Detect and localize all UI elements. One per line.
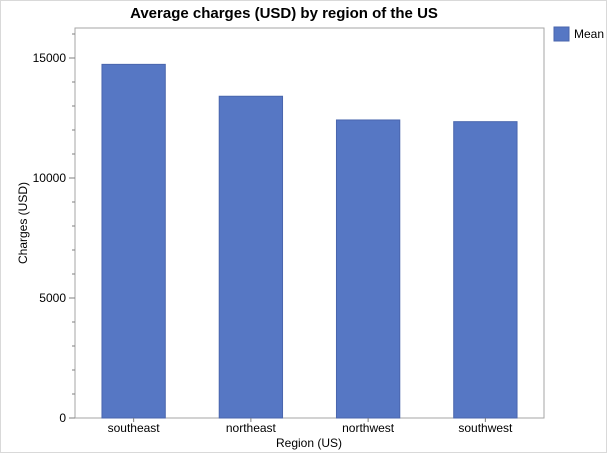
bar-northwest [335,119,401,419]
bar-northeast [218,95,284,419]
bar-southwest [453,121,518,419]
legend-label-mean: Mean [574,27,604,41]
x-tick-label: northwest [342,421,395,435]
bars-group [101,63,518,419]
y-tick-label: 5000 [39,291,66,305]
y-axis: 0 5000 10000 15000 [33,33,75,425]
legend: Mean [553,26,604,42]
x-tick-label: southeast [108,421,161,435]
y-tick-label: 10000 [33,171,67,185]
x-tick-label: northeast [226,421,277,435]
chart-title: Average charges (USD) by region of the U… [130,5,438,22]
legend-swatch [553,26,570,42]
x-axis-label: Region (US) [276,436,342,450]
y-axis-label: Charges (USD) [16,182,30,264]
y-tick-label: 15000 [33,51,67,65]
bar-southeast [101,63,166,419]
x-axis: southeast northeast northwest southwest [108,418,513,435]
y-tick-label: 0 [59,411,66,425]
x-tick-label: southwest [458,421,513,435]
